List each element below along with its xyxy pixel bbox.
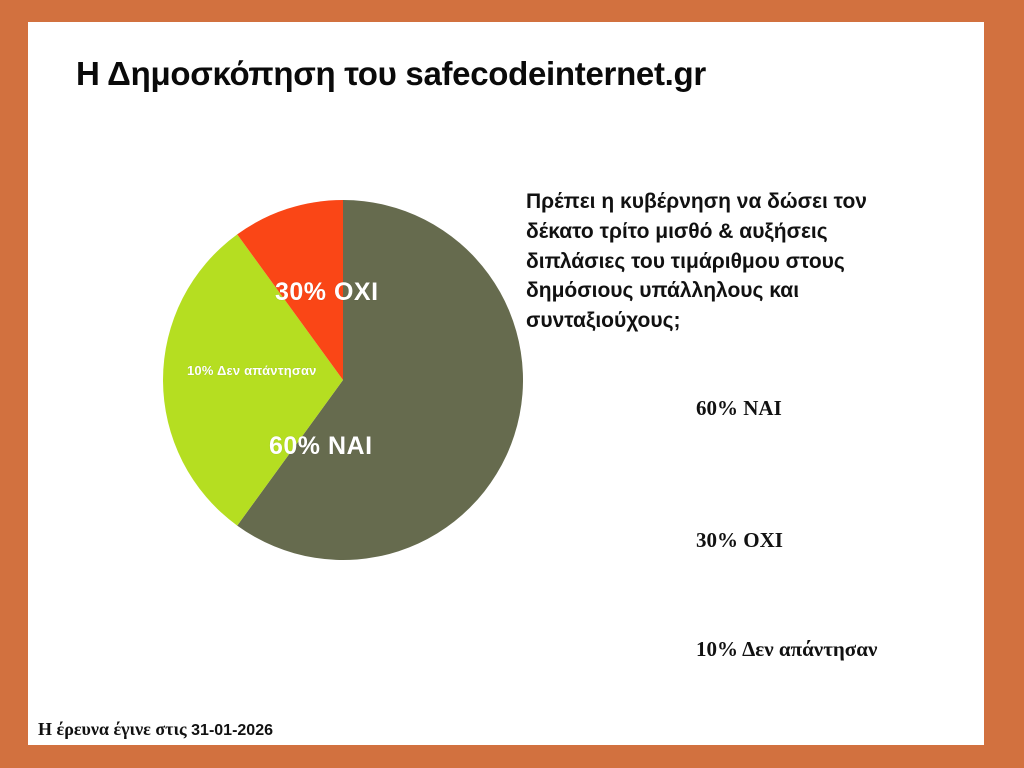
survey-footer: Η έρευνα έγινε στις 31-01-2026 (38, 719, 273, 740)
poll-question-line: Πρέπει η κυβέρνηση να δώσει τον (526, 190, 867, 213)
pie-slice-oxi (163, 234, 343, 526)
slide-canvas: Η Δημοσκόπηση του safecodeinternet.gr 30… (28, 22, 984, 745)
legend-item-oxi: 30% ΟΧΙ (696, 528, 783, 552)
pie-label-nai: 60% ΝΑΙ (269, 432, 373, 460)
pie-chart: 30% ΟΧΙ 60% ΝΑΙ 10% Δεν απάντησαν (163, 200, 523, 560)
survey-footer-label: Η έρευνα έγινε στις (38, 719, 192, 739)
pie-chart-svg (163, 200, 523, 560)
pie-label-oxi: 30% ΟΧΙ (275, 278, 379, 306)
pie-label-den-apantisan: 10% Δεν απάντησαν (187, 363, 317, 378)
poll-question-line: δημόσιους υπάλληλους και (526, 279, 800, 303)
poll-question-line: δέκατο τρίτο μισθό & αυξήσεις (526, 219, 828, 243)
legend-item-den-apantisan: 10% Δεν απάντησαν (696, 637, 878, 661)
poll-question: Πρέπει η κυβέρνηση να δώσει τον δέκατο τ… (526, 187, 946, 336)
pie-slice-den-apantisan (237, 200, 343, 380)
poll-question-line: συνταξιούχους; (526, 309, 681, 333)
page-title: Η Δημοσκόπηση του safecodeinternet.gr (76, 55, 706, 92)
pie-slice-nai (237, 200, 523, 560)
legend-item-nai: 60% ΝΑΙ (696, 396, 782, 420)
poll-question-line: διπλάσιες του τιμάριθμου στους (526, 249, 845, 273)
survey-date: 31-01-2026 (191, 722, 273, 739)
